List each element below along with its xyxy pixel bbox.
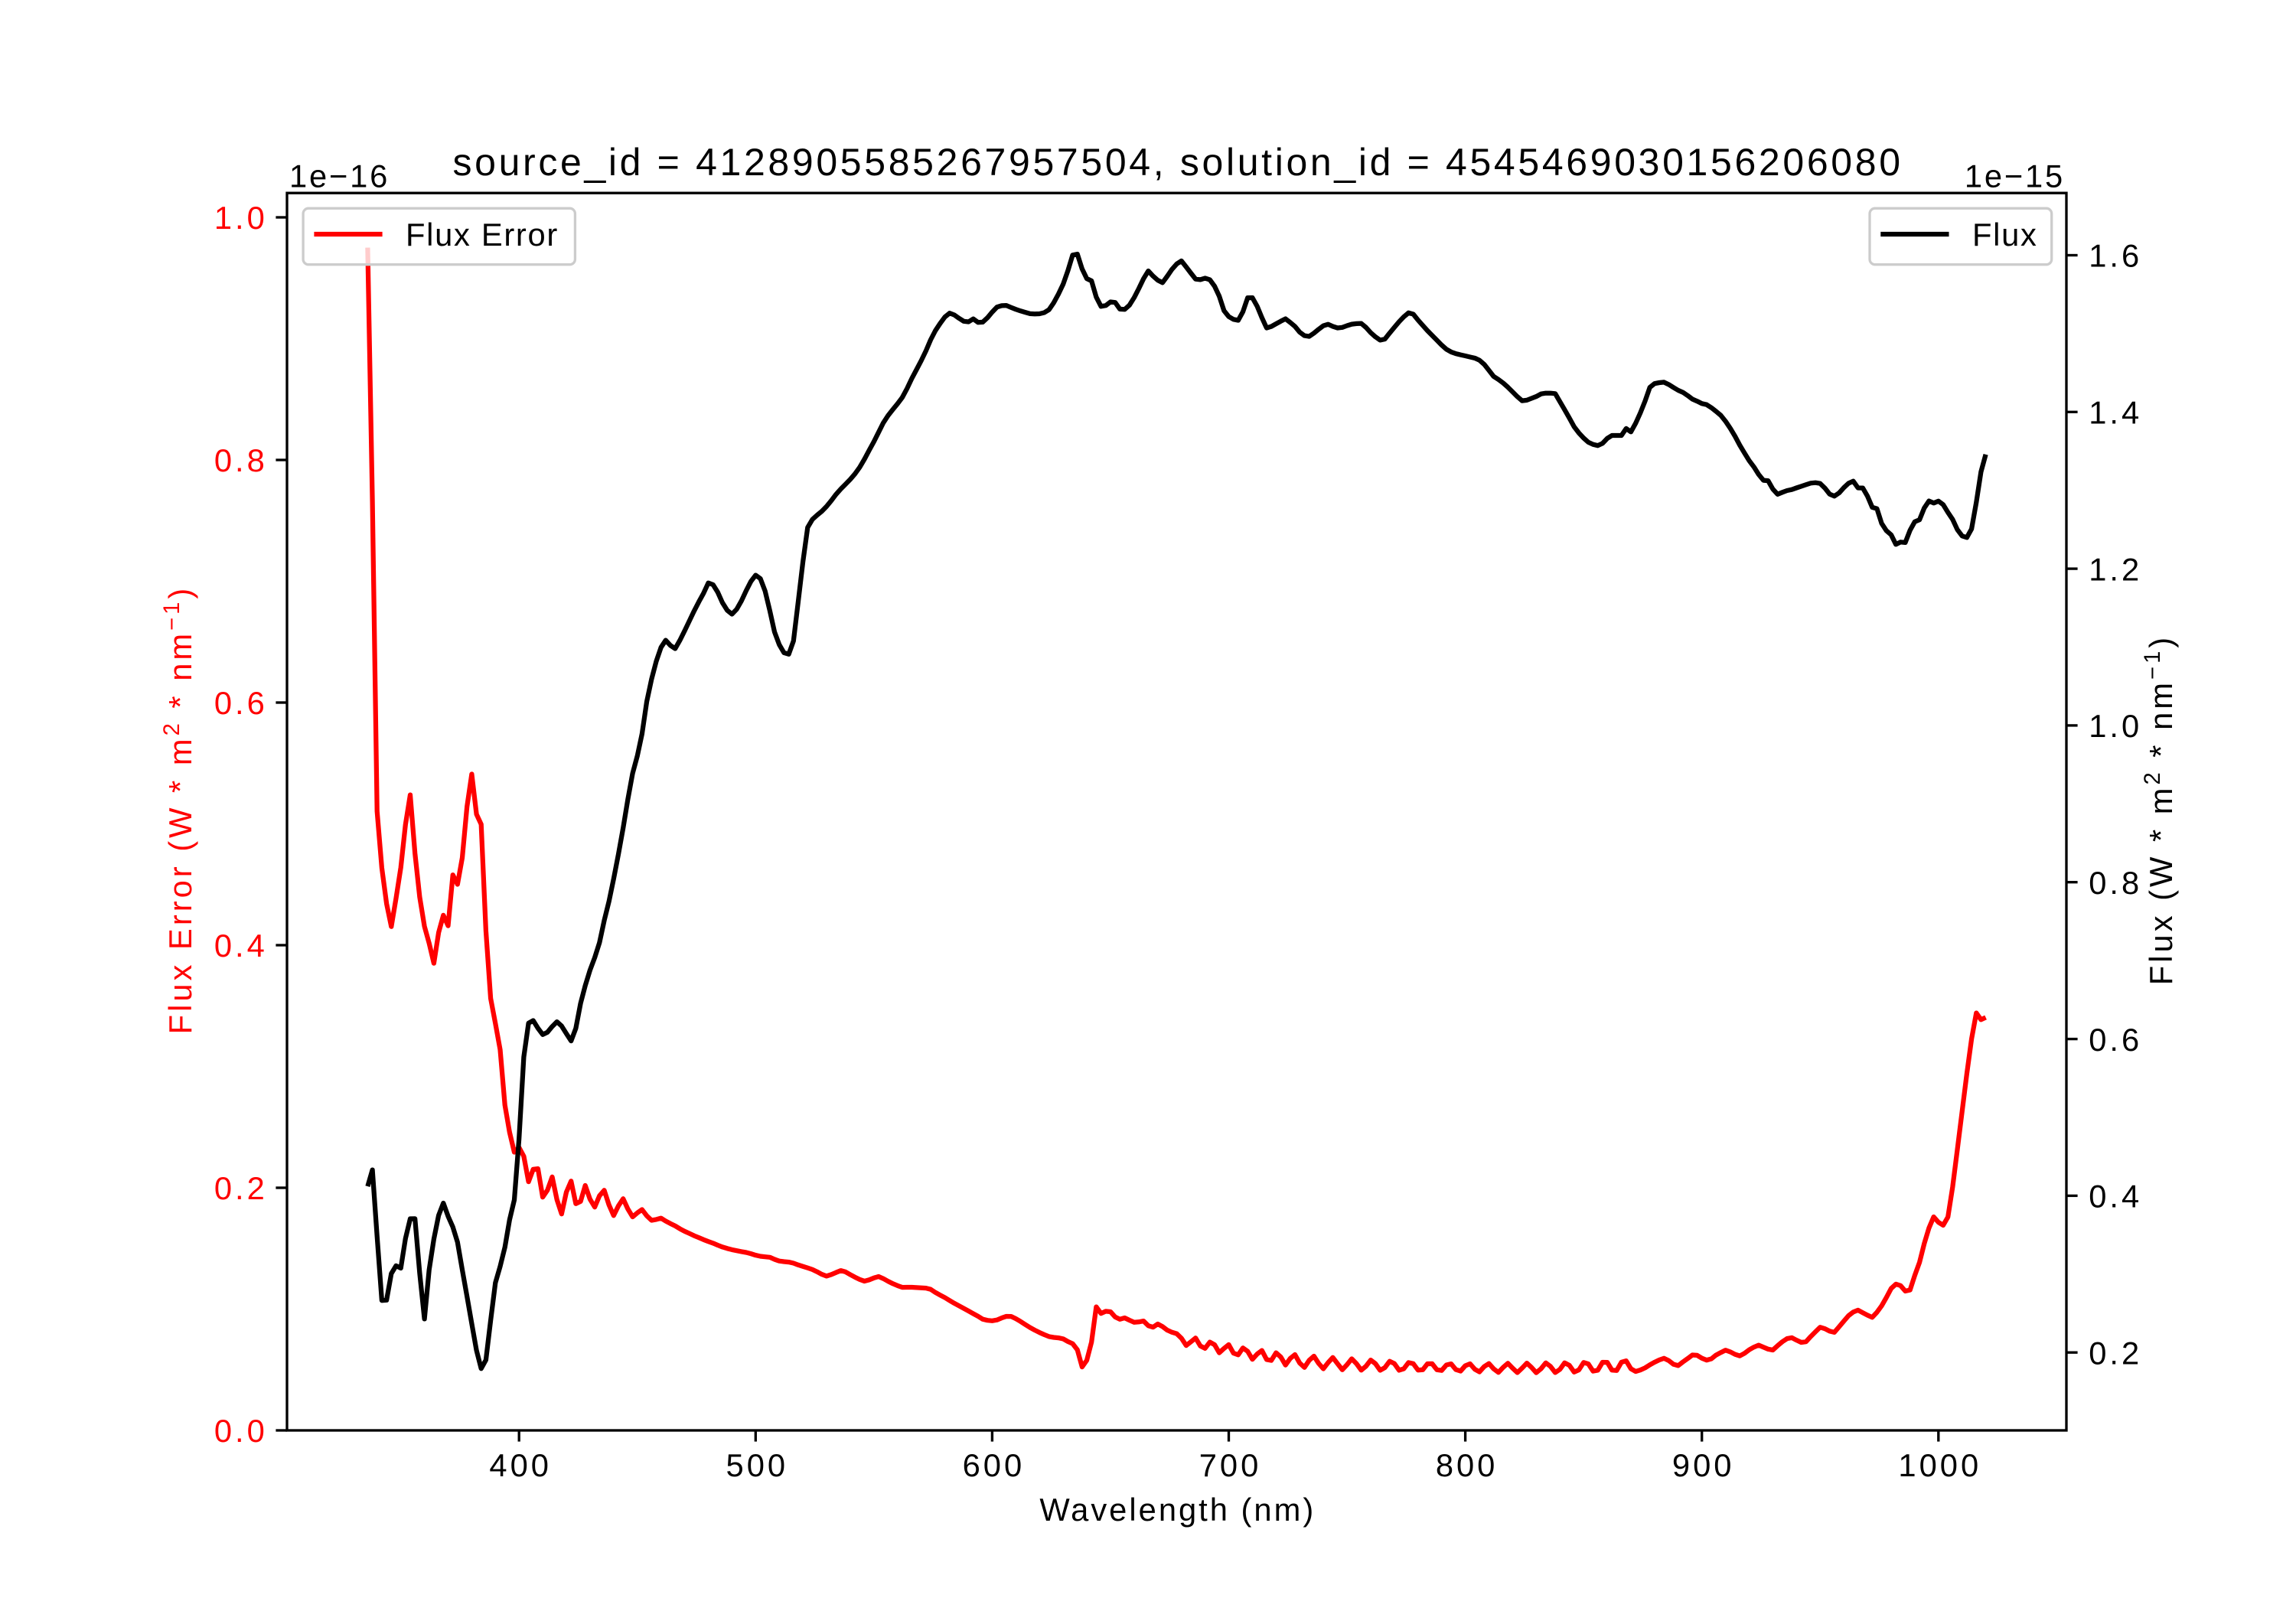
svg-text:source_id = 412890558526795750: source_id = 4128905585267957504, solutio… xyxy=(452,141,1903,184)
svg-text:Wavelength (nm): Wavelength (nm) xyxy=(1039,1492,1316,1528)
svg-text:1000: 1000 xyxy=(1898,1447,1981,1483)
svg-text:Flux Error (W * m2 * nm−1): Flux Error (W * m2 * nm−1) xyxy=(160,585,198,1035)
svg-text:1e−16: 1e−16 xyxy=(289,158,390,194)
svg-text:800: 800 xyxy=(1436,1447,1499,1483)
svg-text:1.2: 1.2 xyxy=(2089,551,2142,587)
svg-text:0.2: 0.2 xyxy=(214,1170,268,1206)
svg-text:700: 700 xyxy=(1199,1447,1262,1483)
svg-text:0.4: 0.4 xyxy=(2089,1179,2142,1215)
svg-text:900: 900 xyxy=(1672,1447,1735,1483)
svg-text:0.4: 0.4 xyxy=(214,928,268,964)
svg-text:Flux: Flux xyxy=(1972,217,2038,253)
svg-text:600: 600 xyxy=(963,1447,1026,1483)
svg-text:0.2: 0.2 xyxy=(2089,1335,2142,1371)
svg-text:1e−15: 1e−15 xyxy=(1965,158,2065,194)
svg-text:0.6: 0.6 xyxy=(2089,1022,2142,1058)
svg-text:0.8: 0.8 xyxy=(2089,865,2142,901)
svg-text:Flux (W * m2 * nm−1): Flux (W * m2 * nm−1) xyxy=(2141,634,2179,985)
svg-text:1.0: 1.0 xyxy=(214,200,268,236)
svg-text:1.4: 1.4 xyxy=(2089,395,2142,431)
svg-text:0.8: 0.8 xyxy=(214,442,268,478)
svg-text:500: 500 xyxy=(726,1447,789,1483)
svg-text:0.6: 0.6 xyxy=(214,685,268,721)
svg-text:1.6: 1.6 xyxy=(2089,238,2142,274)
svg-text:400: 400 xyxy=(489,1447,552,1483)
svg-text:Flux Error: Flux Error xyxy=(406,217,559,253)
svg-text:0.0: 0.0 xyxy=(214,1413,268,1449)
svg-text:1.0: 1.0 xyxy=(2089,708,2142,744)
